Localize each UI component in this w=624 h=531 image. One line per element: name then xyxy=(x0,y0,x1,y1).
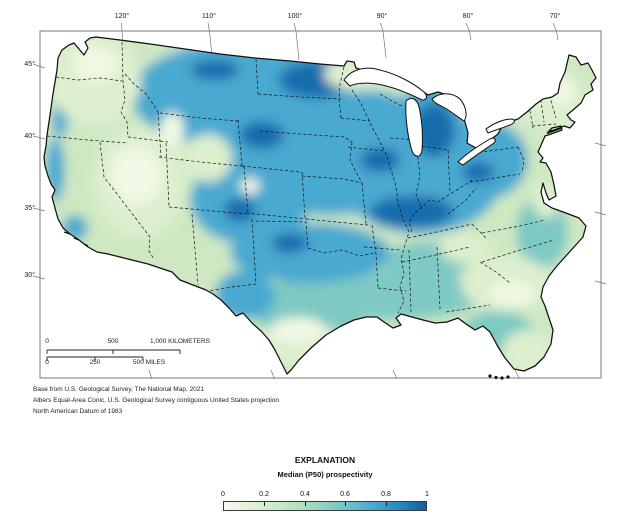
legend-tick-label-02: 0.2 xyxy=(259,491,269,498)
legend-tick-mark xyxy=(386,502,388,506)
legend-tick-label-04: 0.4 xyxy=(300,491,310,498)
latitude-label-40: 40° xyxy=(24,133,35,140)
scale-km-end: 1,000 KILOMETERS xyxy=(150,338,210,345)
prospectivity-surface xyxy=(44,37,596,374)
state-boundaries xyxy=(46,41,557,314)
legend-tick-mark xyxy=(263,502,265,506)
scale-miles-mid: 250 xyxy=(89,359,101,366)
attribution-line-2: Albers Equal-Area Conic, U.S. Geological… xyxy=(33,397,280,404)
scale-bar-lines xyxy=(46,349,181,361)
longitude-label-90: 90° xyxy=(376,13,388,20)
legend-tick-label-06: 0.6 xyxy=(340,491,350,498)
legend-subtitle: Median (P50) prospectivity xyxy=(277,470,373,479)
explanation-title: EXPLANATION xyxy=(294,455,356,465)
longitude-label-100: 100° xyxy=(287,13,303,20)
legend-tick-label-1: 1 xyxy=(425,491,429,498)
latitude-label-45: 45° xyxy=(24,61,35,68)
legend-colorbar xyxy=(223,501,427,511)
islands xyxy=(63,126,563,380)
longitude-label-120: 120° xyxy=(114,13,130,20)
legend-tick-label-08: 0.8 xyxy=(381,491,391,498)
scale-miles-zero: 0 xyxy=(45,359,49,366)
attribution-line-1: Base from U.S. Geological Survey, The Na… xyxy=(33,386,205,393)
longitude-label-80: 80° xyxy=(462,13,474,20)
longitude-label-70: 70° xyxy=(549,13,561,20)
great-lakes xyxy=(343,67,515,166)
scale-km-zero: 0 xyxy=(45,338,49,345)
legend-tick-mark xyxy=(345,502,347,506)
graticule-ticks xyxy=(32,22,607,380)
us-national-outline xyxy=(43,36,597,375)
scale-miles-end: 500 MILES xyxy=(133,359,166,366)
latitude-label-30: 30° xyxy=(24,272,35,279)
scale-km-mid: 500 xyxy=(107,338,119,345)
legend-tick-mark xyxy=(304,502,306,506)
attribution-line-3: North American Datum of 1983 xyxy=(33,408,123,415)
legend-tick-label-0: 0 xyxy=(221,491,225,498)
longitude-label-110: 110° xyxy=(202,13,216,20)
map-frame xyxy=(39,30,602,379)
latitude-label-35: 35° xyxy=(24,205,35,212)
